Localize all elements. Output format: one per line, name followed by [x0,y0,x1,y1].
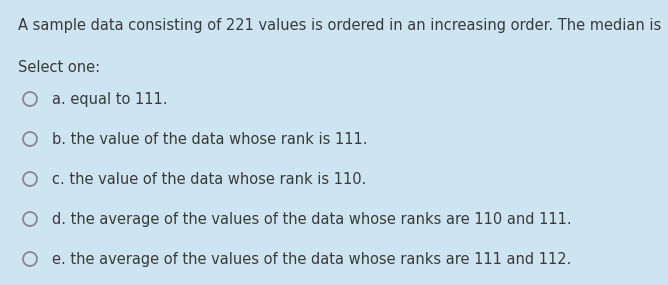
Text: a. equal to 111.: a. equal to 111. [52,92,168,107]
Text: A sample data consisting of 221 values is ordered in an increasing order. The me: A sample data consisting of 221 values i… [18,18,661,33]
Text: c. the value of the data whose rank is 110.: c. the value of the data whose rank is 1… [52,172,366,187]
Text: d. the average of the values of the data whose ranks are 110 and 111.: d. the average of the values of the data… [52,212,572,227]
Text: b. the value of the data whose rank is 111.: b. the value of the data whose rank is 1… [52,132,367,147]
Text: Select one:: Select one: [18,60,100,75]
Text: e. the average of the values of the data whose ranks are 111 and 112.: e. the average of the values of the data… [52,252,571,267]
